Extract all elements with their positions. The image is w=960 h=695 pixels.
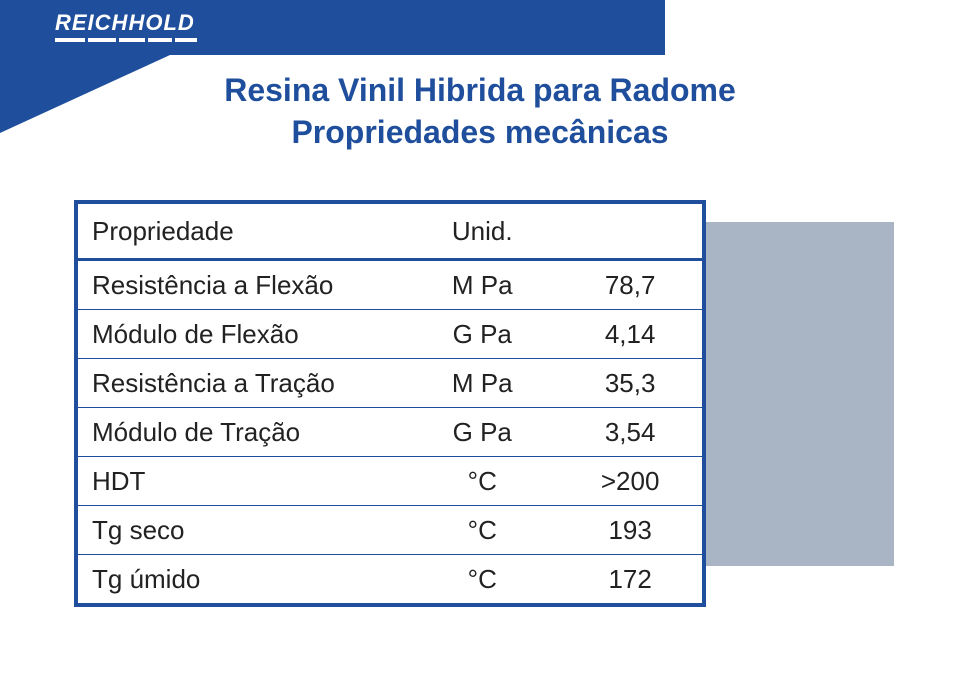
cell-val: 4,14 [558, 310, 704, 359]
cell-val: 35,3 [558, 359, 704, 408]
cell-unid: G Pa [406, 408, 558, 457]
th-unid: Unid. [406, 202, 558, 260]
header-band: REICHHOLD [0, 0, 665, 55]
table-row: Módulo de Flexão G Pa 4,14 [76, 310, 704, 359]
table-row: Resistência a Tração M Pa 35,3 [76, 359, 704, 408]
table-row: Tg seco °C 193 [76, 506, 704, 555]
cell-unid: G Pa [406, 310, 558, 359]
cell-val: 193 [558, 506, 704, 555]
cell-val: 78,7 [558, 260, 704, 310]
page-title: Resina Vinil Hibrida para Radome Proprie… [0, 70, 960, 153]
table-header-row: Propriedade Unid. [76, 202, 704, 260]
cell-val: >200 [558, 457, 704, 506]
cell-unid: M Pa [406, 359, 558, 408]
cell-unid: °C [406, 457, 558, 506]
cell-prop: HDT [76, 457, 406, 506]
brand-logo: REICHHOLD [55, 12, 200, 42]
table-row: Tg úmido °C 172 [76, 555, 704, 606]
cell-prop: Resistência a Flexão [76, 260, 406, 310]
brand-name: REICHHOLD [55, 12, 200, 34]
cell-prop: Resistência a Tração [76, 359, 406, 408]
cell-prop: Módulo de Flexão [76, 310, 406, 359]
title-line-1: Resina Vinil Hibrida para Radome [224, 72, 736, 108]
cell-prop: Tg úmido [76, 555, 406, 606]
table-row: HDT °C >200 [76, 457, 704, 506]
cell-unid: °C [406, 555, 558, 606]
table-row: Resistência a Flexão M Pa 78,7 [76, 260, 704, 310]
properties-table: Propriedade Unid. Resistência a Flexão M… [74, 200, 706, 607]
cell-prop: Módulo de Tração [76, 408, 406, 457]
th-val [558, 202, 704, 260]
cell-unid: °C [406, 506, 558, 555]
cell-val: 172 [558, 555, 704, 606]
cell-val: 3,54 [558, 408, 704, 457]
brand-bars-icon [55, 38, 200, 42]
title-line-2: Propriedades mecânicas [291, 114, 668, 150]
cell-unid: M Pa [406, 260, 558, 310]
th-prop: Propriedade [76, 202, 406, 260]
table-row: Módulo de Tração G Pa 3,54 [76, 408, 704, 457]
cell-prop: Tg seco [76, 506, 406, 555]
